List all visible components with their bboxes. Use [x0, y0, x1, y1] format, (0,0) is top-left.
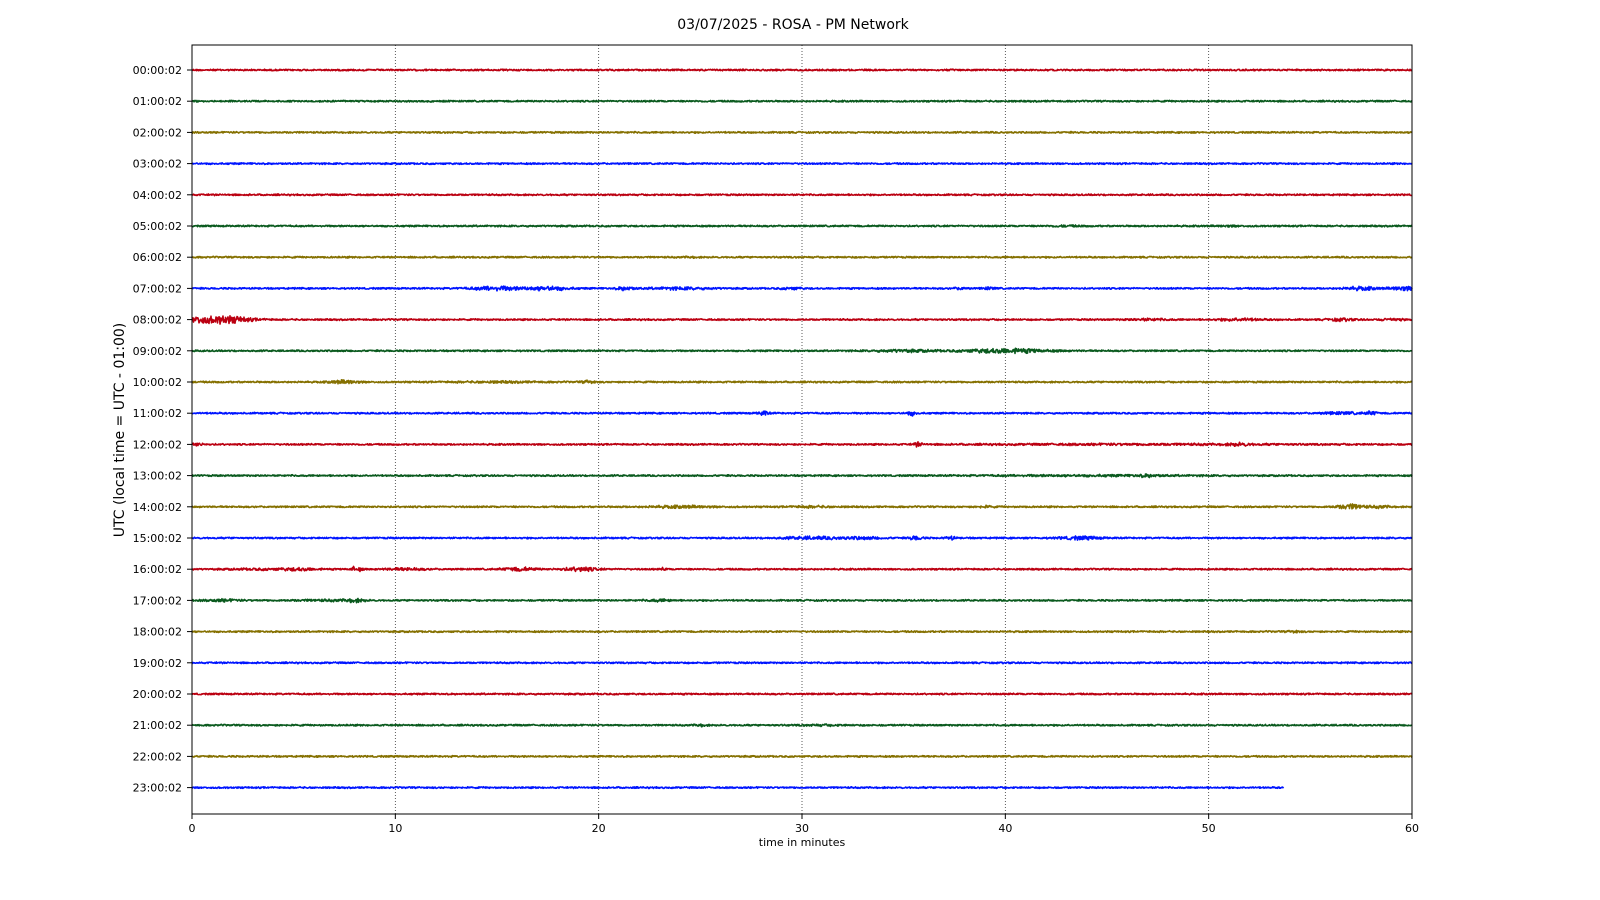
y-tick-label: 16:00:02 — [133, 563, 182, 576]
trace-17-00-02 — [191, 597, 1413, 604]
trace-15-00-02 — [191, 535, 1413, 541]
y-tick-label: 15:00:02 — [133, 532, 182, 545]
y-tick-label: 09:00:02 — [133, 345, 182, 358]
trace-16-00-02 — [191, 565, 1413, 573]
x-tick-label: 60 — [1405, 822, 1419, 835]
trace-18-00-02 — [191, 629, 1413, 634]
trace-05-00-02 — [191, 224, 1413, 228]
x-tick-label: 40 — [998, 822, 1012, 835]
y-axis-label: UTC (local time = UTC - 01:00) — [112, 323, 128, 538]
y-tick-label: 14:00:02 — [133, 501, 182, 514]
y-tick-label: 05:00:02 — [133, 220, 182, 233]
y-tick-label: 01:00:02 — [133, 95, 182, 108]
trace-12-00-02 — [191, 441, 1413, 448]
y-tick-label: 22:00:02 — [133, 750, 182, 763]
trace-00-00-02 — [191, 68, 1413, 72]
x-tick-label: 0 — [189, 822, 196, 835]
trace-10-00-02 — [191, 378, 1413, 385]
y-tick-label: 00:00:02 — [133, 64, 182, 77]
y-tick-label: 07:00:02 — [133, 282, 182, 295]
y-tick-label: 19:00:02 — [133, 657, 182, 670]
x-tick-label: 10 — [388, 822, 402, 835]
trace-08-00-02 — [191, 315, 1413, 325]
y-tick-label: 02:00:02 — [133, 126, 182, 139]
y-tick-label: 17:00:02 — [133, 594, 182, 607]
trace-22-00-02 — [191, 754, 1413, 759]
y-tick-label: 12:00:02 — [133, 438, 182, 451]
y-tick-label: 03:00:02 — [133, 158, 182, 171]
trace-01-00-02 — [191, 99, 1413, 103]
trace-11-00-02 — [191, 410, 1413, 417]
y-tick-label: 10:00:02 — [133, 376, 182, 389]
x-axis-label: time in minutes — [759, 836, 846, 849]
trace-23-00-02 — [191, 785, 1285, 790]
y-tick-label: 04:00:02 — [133, 189, 182, 202]
y-tick-label: 06:00:02 — [133, 251, 182, 264]
trace-03-00-02 — [191, 161, 1413, 166]
y-tick-label: 23:00:02 — [133, 782, 182, 795]
y-tick-label: 18:00:02 — [133, 626, 182, 639]
y-tick-label: 08:00:02 — [133, 314, 182, 327]
y-axis: 00:00:02 01:00:02 02:00:02 03:00:02 04:00:02… — [133, 64, 192, 795]
trace-06-00-02 — [191, 255, 1413, 260]
trace-07-00-02 — [191, 285, 1413, 292]
trace-04-00-02 — [191, 193, 1413, 197]
x-axis: 0 10 20 30 40 50 60 — [189, 814, 1419, 835]
trace-02-00-02 — [191, 130, 1413, 135]
trace-13-00-02 — [191, 473, 1413, 479]
y-tick-label: 20:00:02 — [133, 688, 182, 701]
trace-21-00-02 — [191, 723, 1413, 728]
x-tick-label: 50 — [1202, 822, 1216, 835]
trace-20-00-02 — [191, 692, 1413, 696]
y-tick-label: 11:00:02 — [133, 407, 182, 420]
chart-title: 03/07/2025 - ROSA - PM Network — [677, 17, 909, 33]
grid-layer — [394, 45, 1210, 814]
y-tick-label: 13:00:02 — [133, 470, 182, 483]
y-tick-label: 21:00:02 — [133, 719, 182, 732]
traces-layer — [191, 68, 1413, 790]
trace-19-00-02 — [191, 661, 1413, 665]
trace-09-00-02 — [191, 347, 1413, 355]
x-tick-label: 30 — [795, 822, 809, 835]
trace-14-00-02 — [191, 503, 1413, 510]
x-tick-label: 20 — [592, 822, 606, 835]
